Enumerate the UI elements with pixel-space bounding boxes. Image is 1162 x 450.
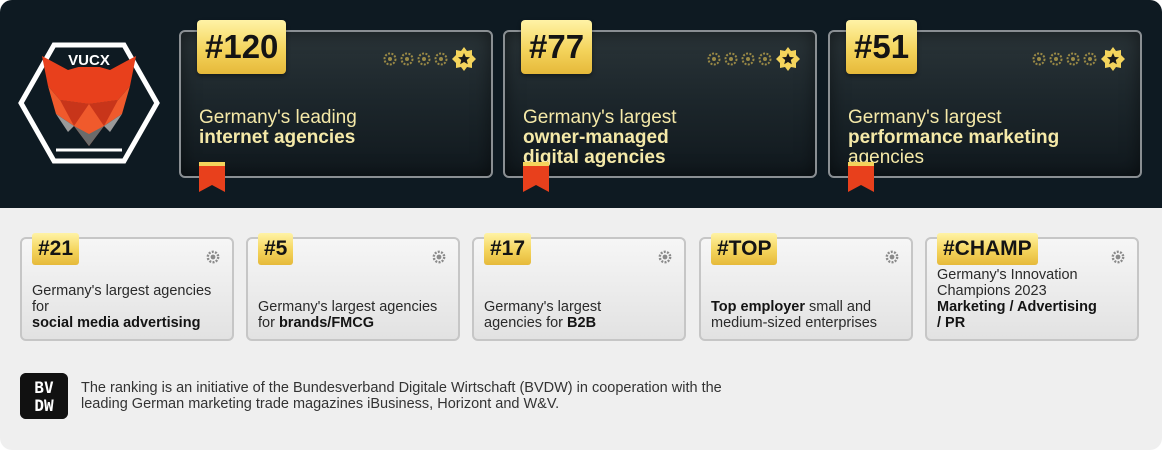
ranking-title: Germany's Innovation Champions 2023 Mark…: [937, 267, 1097, 331]
gear-icon: [1111, 250, 1125, 264]
star-seal-icon: [452, 47, 476, 71]
gear-icon: [434, 52, 448, 66]
star-seal-icon: [776, 47, 800, 71]
star-rating: [383, 46, 477, 72]
gear-icon: [206, 250, 220, 264]
gear-icon: [741, 52, 755, 66]
ranking-title: Germany's largest agencies for B2B: [484, 299, 602, 331]
ribbon-icon: [848, 162, 874, 192]
star-seal-icon: [1101, 47, 1125, 71]
ranking-card-owner-managed: #77 Germany's largest owner-managed digi…: [503, 20, 817, 192]
svg-text:VUCX: VUCX: [68, 52, 110, 69]
gear-icon: [724, 52, 738, 66]
svg-text:DW: DW: [34, 396, 54, 415]
gear-icon: [400, 52, 414, 66]
ribbon-icon: [523, 162, 549, 192]
rank-badge: #120: [197, 20, 287, 74]
ranking-card-brands-fmcg: #5 Germany's largest agencies for brands…: [246, 233, 460, 341]
bvdw-logo: BV DW: [20, 373, 68, 419]
gear-icon: [1032, 52, 1046, 66]
ranking-title: Germany's largest owner-managed digital …: [523, 107, 677, 168]
fox-hexagon-logo: VUCX: [18, 42, 160, 164]
gear-icon: [1049, 52, 1063, 66]
ranking-card-performance-marketing: #51 Germany's largest performance market…: [828, 20, 1142, 192]
gear-icon: [383, 52, 397, 66]
rank-badge: #21: [32, 233, 80, 265]
rank-badge: #77: [521, 20, 593, 74]
rank-badge: #51: [846, 20, 918, 74]
ranking-card-top-employer: #TOP Top employer small and medium-sized…: [699, 233, 913, 341]
svg-text:BV: BV: [34, 378, 54, 397]
rank-badge: #CHAMP: [937, 233, 1038, 265]
ranking-card-b2b: #17 Germany's largest agencies for B2B: [472, 233, 686, 341]
gear-icon: [885, 250, 899, 264]
ranking-title: Germany's largest agencies for brands/FM…: [258, 299, 438, 331]
star-rating: [1032, 46, 1126, 72]
gear-icon: [417, 52, 431, 66]
ranking-card-internet-agencies: #120 Germany's leading internet agencies: [179, 20, 493, 192]
ranking-title: Germany's largest performance marketing …: [848, 107, 1060, 168]
ranking-title: Germany's leading internet agencies: [199, 107, 357, 148]
rank-badge: #TOP: [711, 233, 778, 265]
gear-icon: [758, 52, 772, 66]
ranking-card-innovation-champions: #CHAMP Germany's Innovation Champions 20…: [925, 233, 1139, 341]
gear-icon: [658, 250, 672, 264]
ranking-title: Top employer small and medium-sized ente…: [711, 299, 878, 331]
ranking-title: Germany's largest agencies for social me…: [32, 283, 212, 331]
rank-badge: #17: [484, 233, 532, 265]
gear-icon: [707, 52, 721, 66]
gear-icon: [1066, 52, 1080, 66]
ribbon-icon: [199, 162, 225, 192]
gear-icon: [1083, 52, 1097, 66]
ranking-card-social-media: #21 Germany's largest agencies for socia…: [20, 233, 234, 341]
top-section: VUCX #120 Germany's leading internet age…: [0, 0, 1162, 208]
gear-icon: [432, 250, 446, 264]
star-rating: [707, 46, 801, 72]
rank-badge: #5: [258, 233, 294, 265]
footer-text: The ranking is an initiative of the Bund…: [81, 380, 722, 412]
